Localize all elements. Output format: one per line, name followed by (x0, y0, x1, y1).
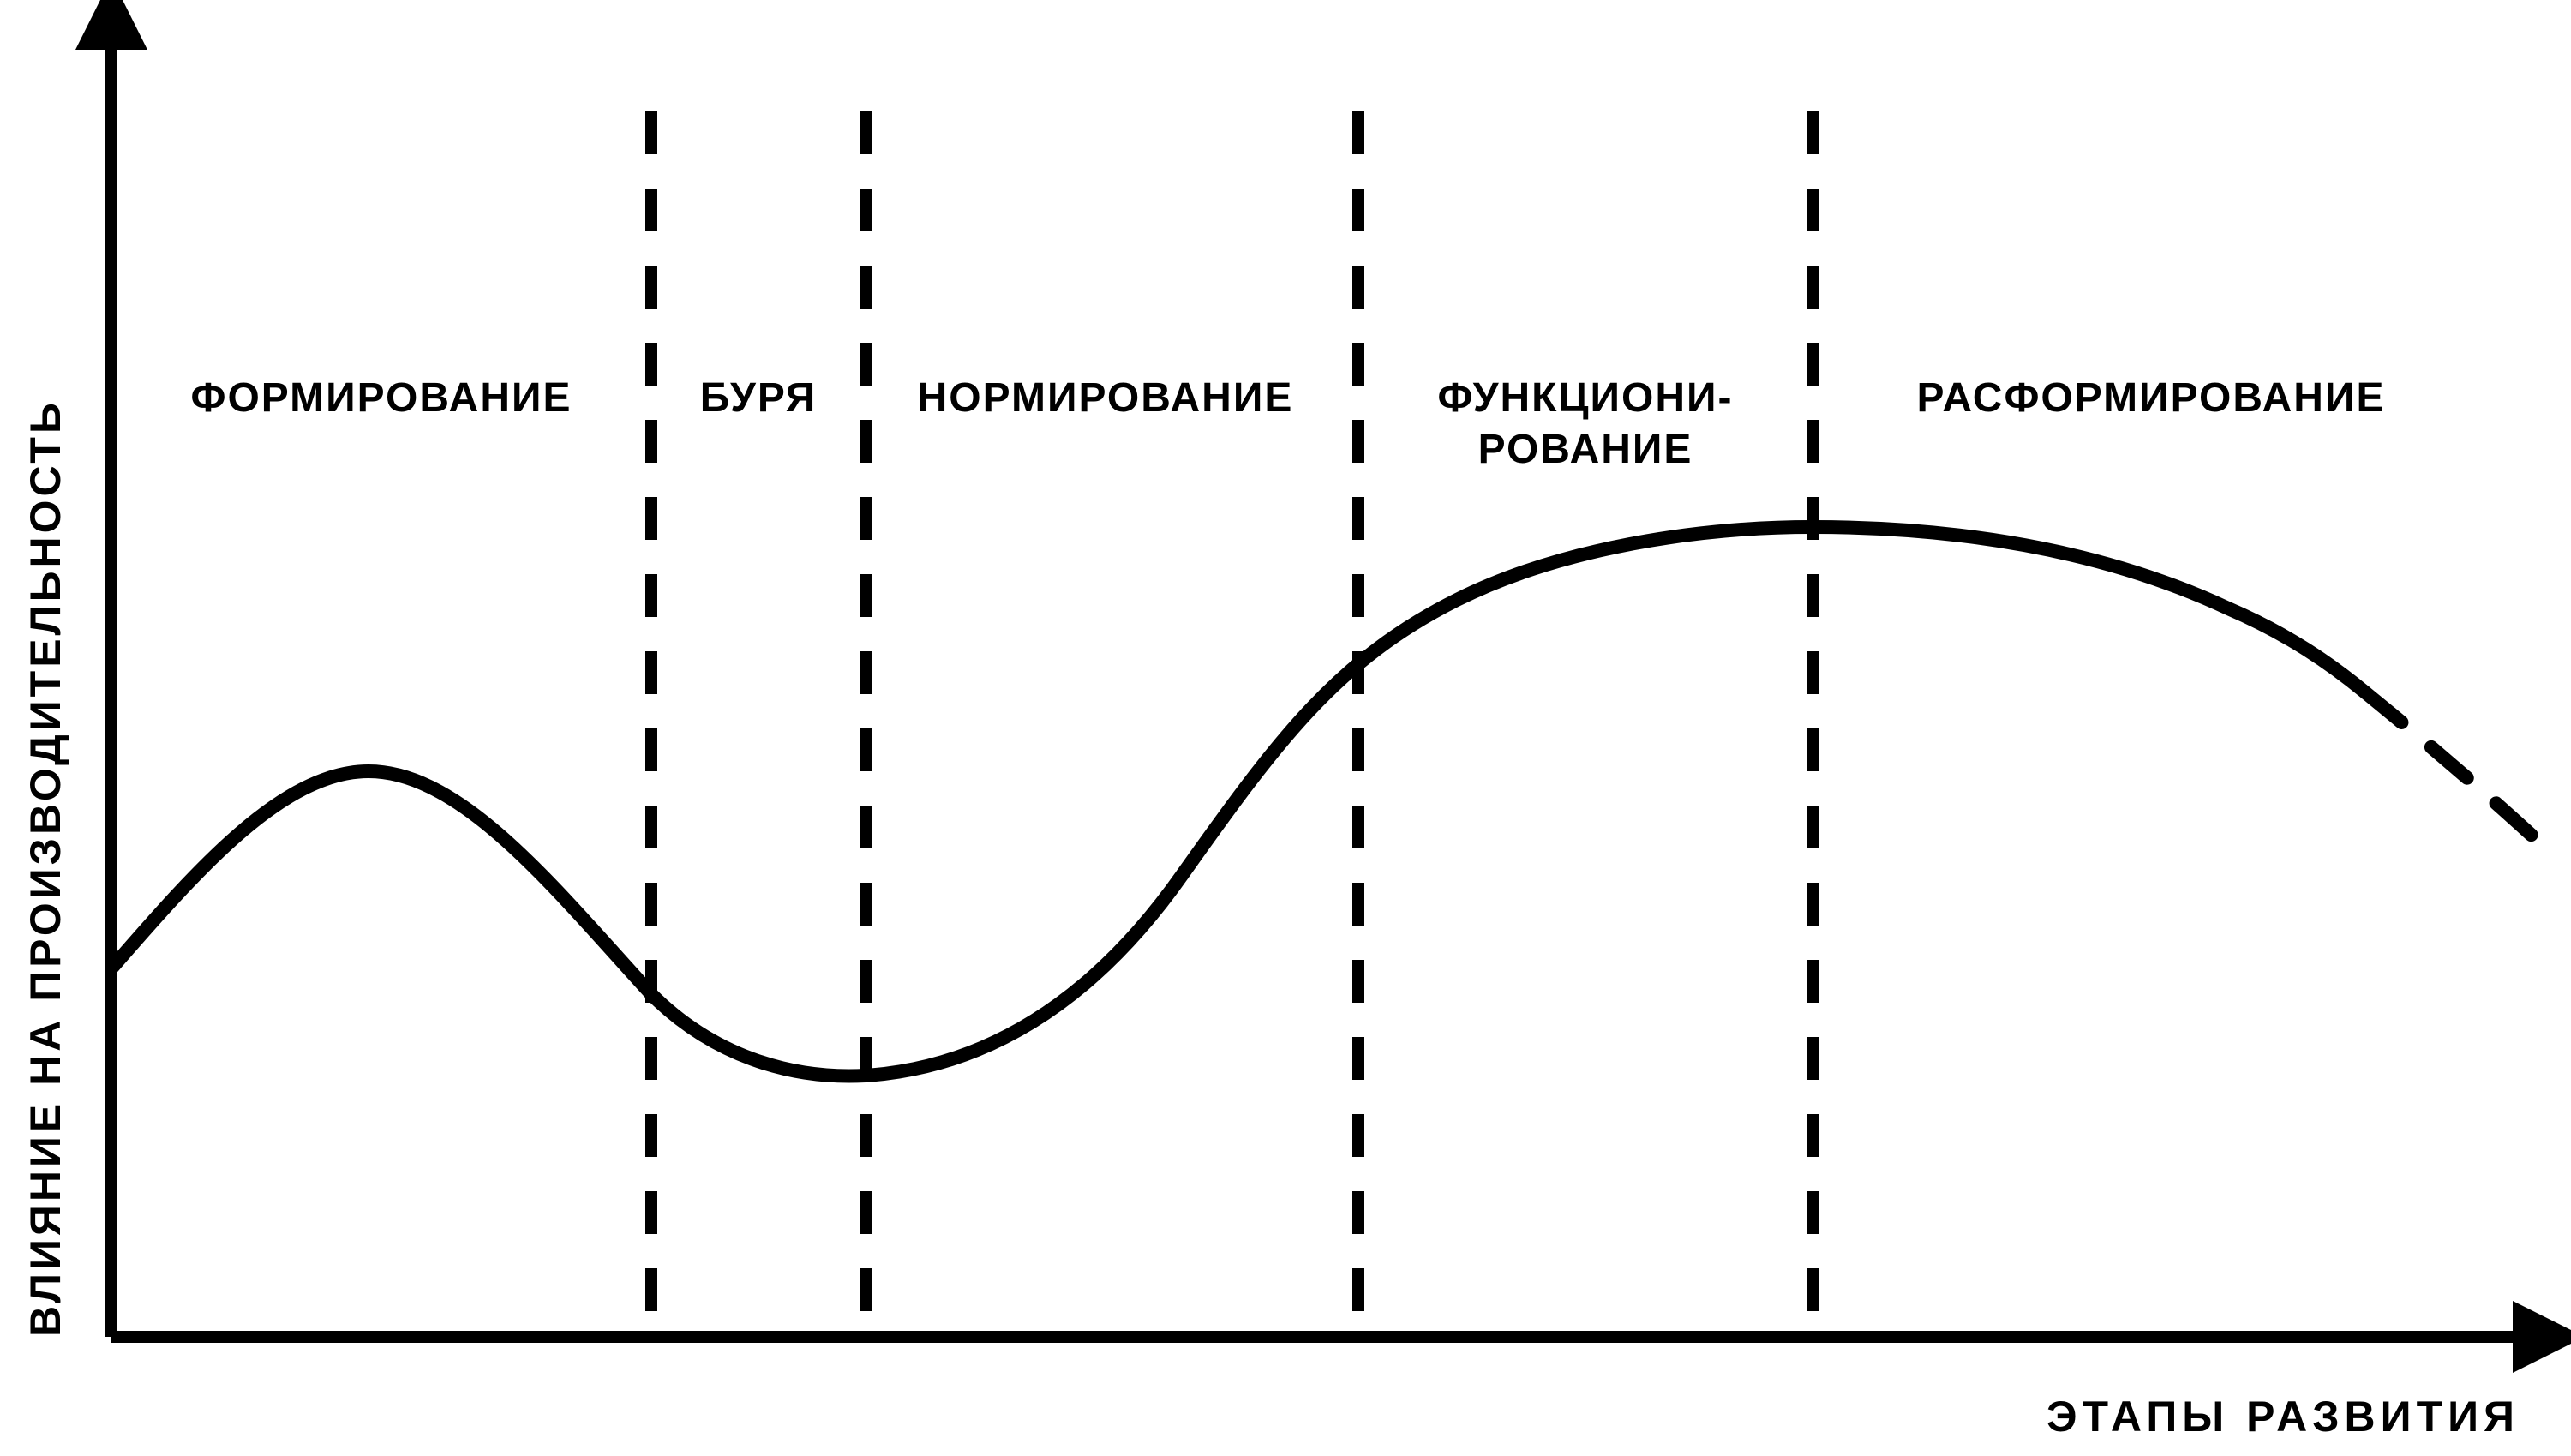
stage-label-3: ФУНКЦИОНИ- (1437, 375, 1733, 421)
x-axis-label: ЭТАПЫ РАЗВИТИЯ (2047, 1393, 2520, 1441)
stage-label-4: РАСФОРМИРОВАНИЕ (1917, 375, 2386, 421)
y-axis-label: ВЛИЯНИЕ НА ПРОИЗВОДИТЕЛЬНОСТЬ (21, 399, 69, 1337)
performance-curve-dashed (2365, 692, 2537, 840)
stage-label-0: ФОРМИРОВАНИЕ (190, 375, 572, 421)
performance-curve (111, 527, 2365, 1076)
stage-label-2: НОРМИРОВАНИЕ (918, 375, 1294, 421)
chart-container: ВЛИЯНИЕ НА ПРОИЗВОДИТЕЛЬНОСТЬ ЭТАПЫ РАЗВИ… (0, 0, 2571, 1456)
stage-label-3-line2: РОВАНИЕ (1478, 427, 1693, 472)
stage-label-1: БУРЯ (700, 375, 817, 421)
team-stages-chart: ВЛИЯНИЕ НА ПРОИЗВОДИТЕЛЬНОСТЬ ЭТАПЫ РАЗВИ… (0, 0, 2571, 1456)
